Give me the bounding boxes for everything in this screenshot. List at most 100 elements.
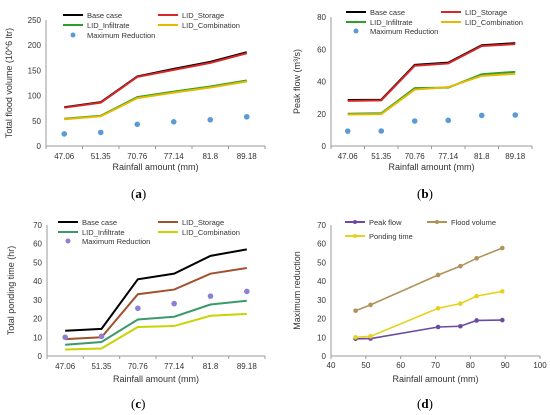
series-line — [347, 72, 516, 116]
legend-entry: Maximum Reduction — [70, 31, 155, 40]
legend-label: Peak flow — [369, 218, 402, 227]
data-point — [61, 131, 68, 137]
x-tick-label: 77.14 — [438, 152, 459, 161]
legend-entry: LID_Storage — [158, 11, 224, 20]
legend-entry: LID_Combination — [441, 18, 523, 27]
data-point — [207, 116, 214, 123]
legend-label: Base case — [87, 11, 122, 20]
series-line — [65, 267, 247, 341]
series-line — [65, 299, 247, 346]
y-tick-label: 40 — [33, 277, 42, 286]
legend-marker — [353, 220, 357, 224]
x-tick-label: 81.8 — [202, 152, 218, 161]
data-point — [134, 121, 141, 128]
x-tick-label: 40 — [327, 361, 336, 370]
legend-marker — [353, 234, 357, 238]
chart-panel-d: 0 10 20 30 40 50 60 70 40 50 60 70 80 90 100 Rainfall a… — [292, 218, 547, 384]
series-maximum-reduction — [344, 112, 519, 134]
data-point — [171, 300, 177, 307]
y-tick-label: 150 — [28, 66, 42, 75]
legend-entry: LID_Storage — [441, 8, 507, 17]
legend-label: Maximum Reduction — [87, 31, 155, 40]
legend-entry: Base case — [58, 218, 117, 227]
y-tick-label: 60 — [317, 240, 326, 249]
series-ponding-time — [353, 289, 505, 340]
series-line — [64, 52, 248, 109]
legend-entry: Maximum Reduction — [353, 27, 438, 36]
series-lid-infiltrate — [347, 70, 516, 115]
legend-marker — [353, 28, 359, 34]
legend-entry: LID_Combination — [158, 21, 240, 30]
legend-label: LID_Storage — [182, 11, 224, 20]
data-point — [98, 333, 105, 340]
y-tick-label: 20 — [317, 315, 326, 324]
legend-entry: LID_Combination — [158, 228, 240, 237]
series-base-case — [65, 248, 248, 332]
y-tick-label: 0 — [322, 352, 327, 361]
x-tick-label: 50 — [361, 361, 370, 370]
series-lid-storage — [65, 267, 247, 341]
legend-marker — [65, 238, 71, 244]
series-flood-volume — [353, 245, 505, 314]
x-tick-label: 77.14 — [164, 362, 185, 371]
data-point — [97, 129, 104, 136]
x-axis-title: Rainfall amount (mm) — [113, 374, 199, 384]
legend-entry: Ponding time — [345, 232, 413, 241]
legend-entry: LID_Infiltrate — [58, 228, 125, 237]
x-tick-label: 89.18 — [237, 362, 258, 371]
legend-label: LID_Storage — [465, 8, 507, 17]
x-tick-label: 70.76 — [405, 152, 426, 161]
data-point — [368, 334, 373, 339]
series-line — [64, 80, 247, 121]
x-tick-label: 77.14 — [164, 152, 185, 161]
series-base-case — [347, 42, 516, 102]
y-tick-label: 60 — [33, 240, 42, 249]
y-tick-label: 0 — [322, 142, 327, 151]
panel-label-c: (c) — [131, 396, 146, 411]
data-point — [458, 263, 463, 269]
y-tick-label: 200 — [28, 41, 42, 50]
x-tick-label: 51.35 — [371, 152, 392, 161]
legend-label: Maximum Reduction — [82, 237, 150, 246]
y-tick-label: 50 — [33, 258, 42, 267]
y-tick-label: 20 — [33, 315, 42, 324]
data-point — [512, 112, 519, 118]
legend-entry: LID_Infiltrate — [346, 18, 413, 27]
y-tick-label: 10 — [317, 333, 326, 342]
legend-entry: Flood volume — [427, 218, 496, 227]
legend-entry: LID_Storage — [158, 218, 224, 227]
x-tick-label: 70.76 — [128, 362, 149, 371]
series-line — [355, 319, 503, 340]
series-line — [65, 248, 248, 332]
series-maximum-reduction — [62, 288, 250, 341]
chart-panel-b: 0 20 40 60 80 47.06 51.35 70.76 77.14 81.8 89.18 Ra… — [292, 8, 533, 172]
data-point — [500, 289, 505, 294]
legend-label: Base case — [82, 218, 117, 227]
y-tick-label: 30 — [33, 296, 42, 305]
chart-panel-c: 0 10 20 30 40 50 60 70 47.06 51.35 70.76 77.14 81.8 8… — [6, 218, 266, 384]
series-line — [347, 43, 516, 102]
x-tick-label: 70 — [431, 361, 440, 370]
y-tick-label: 30 — [317, 296, 326, 305]
chart-panel-a: 0 50 100 150 200 250 47.06 51.35 70.76 77.14 81.8 8… — [4, 11, 266, 172]
legend-entry: Peak flow — [345, 218, 402, 227]
data-point — [478, 112, 485, 119]
panel-label-b: (b) — [417, 186, 433, 201]
y-axis-title: Peak flow (m³/s) — [292, 49, 302, 114]
data-point — [207, 293, 214, 299]
legend-marker — [70, 32, 76, 38]
x-tick-label: 60 — [396, 361, 405, 370]
legend-label: Flood volume — [451, 218, 496, 227]
panel-label-d: (d) — [417, 396, 433, 411]
series-peak-flow — [353, 317, 505, 342]
legend-label: Ponding time — [369, 232, 413, 241]
y-tick-label: 50 — [317, 258, 326, 267]
y-tick-label: 0 — [37, 142, 42, 151]
legend-entry: Base case — [346, 8, 405, 17]
x-axis-title: Rainfall amount (mm) — [392, 374, 478, 384]
x-tick-label: 80 — [466, 361, 475, 370]
y-tick-label: 10 — [33, 333, 42, 342]
data-point — [244, 288, 250, 295]
data-point — [435, 324, 441, 330]
y-tick-label: 70 — [317, 221, 326, 230]
